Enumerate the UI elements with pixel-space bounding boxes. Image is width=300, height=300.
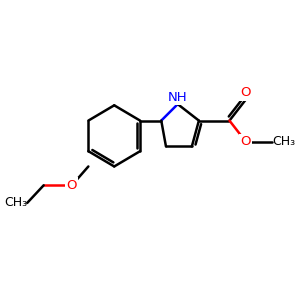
Text: O: O xyxy=(241,135,251,148)
Text: O: O xyxy=(67,179,77,192)
Text: CH₃: CH₃ xyxy=(4,196,27,209)
Text: CH₃: CH₃ xyxy=(272,135,295,148)
Text: O: O xyxy=(241,86,251,99)
Text: NH: NH xyxy=(168,91,188,104)
